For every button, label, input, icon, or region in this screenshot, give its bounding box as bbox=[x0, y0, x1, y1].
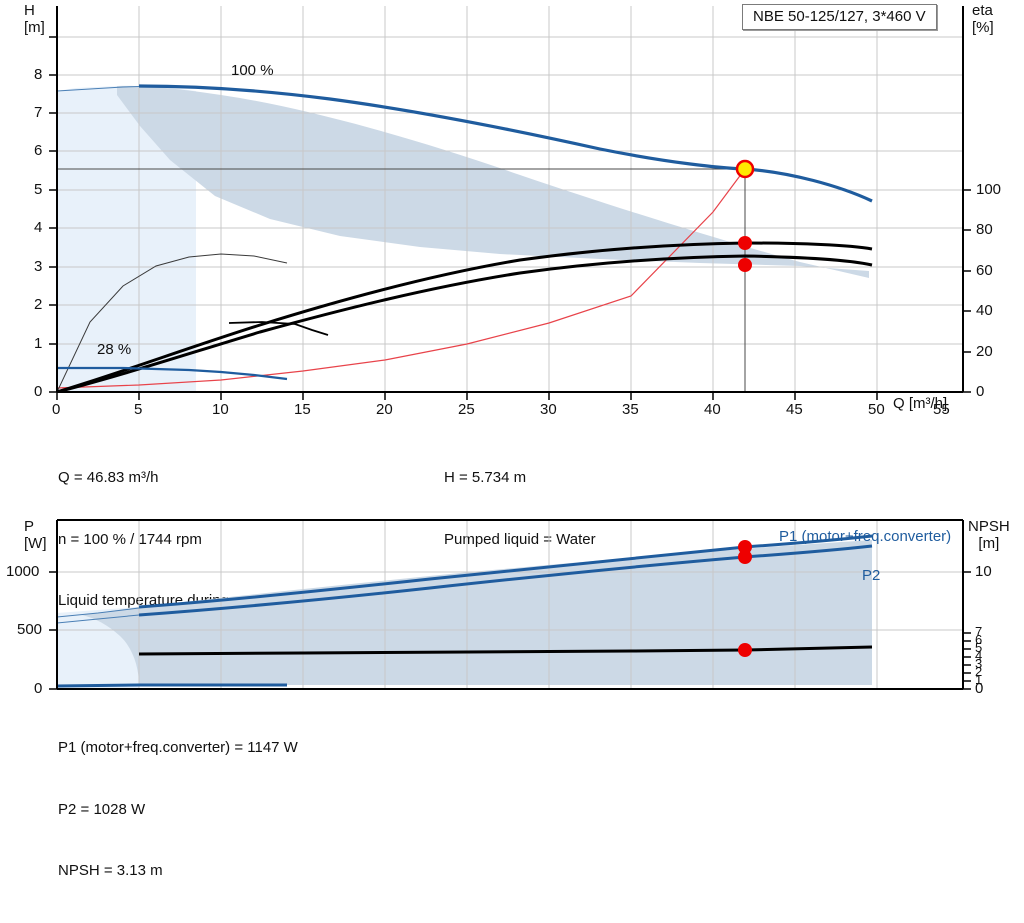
bottom-envelopes bbox=[57, 540, 872, 689]
eta-total-marker[interactable] bbox=[738, 258, 752, 272]
bottom-chart-ticks bbox=[49, 571, 971, 690]
bottom-y2tick-4: 4 bbox=[975, 648, 983, 663]
top-ytick-8: 8 bbox=[34, 66, 43, 83]
top-xtick-35: 35 bbox=[622, 401, 639, 418]
top-y2tick-80: 80 bbox=[976, 221, 993, 238]
duty-point-marker[interactable] bbox=[735, 159, 755, 179]
bottom-y2tick-5: 5 bbox=[975, 640, 983, 655]
bottom-chart-svg bbox=[49, 519, 971, 690]
bottom-y2tick-7: 7 bbox=[975, 624, 983, 639]
p1-curve bbox=[138, 534, 873, 609]
top-chart-markers bbox=[735, 159, 755, 272]
p2-curve-label: P2 bbox=[862, 567, 881, 584]
duty-right-line-0: H = 5.734 m bbox=[444, 469, 527, 486]
duty-left-line-1: n = 100 % / 1744 rpm bbox=[58, 530, 202, 548]
bottom-chart-markers bbox=[738, 540, 752, 657]
pump-model-title: NBE 50-125/127, 3*460 V bbox=[742, 4, 937, 30]
top-ytick-1: 1 bbox=[34, 335, 43, 352]
top-chart-svg bbox=[49, 6, 971, 400]
bottom-ytick-1000: 1000 bbox=[6, 563, 40, 580]
npsh-curve bbox=[138, 645, 873, 656]
top-y2tick-20: 20 bbox=[976, 343, 993, 360]
top-xtick-0: 0 bbox=[52, 401, 61, 418]
control-curve-red bbox=[57, 168, 746, 389]
bottom-y2-axis-title: NPSH [m] bbox=[968, 518, 1010, 553]
npsh-duty-marker[interactable] bbox=[738, 643, 752, 657]
duty-left-line-0: Q = 46.83 m³/h bbox=[58, 469, 159, 486]
top-xtick-5: 5 bbox=[134, 401, 143, 418]
power-data-block: P1 (motor+freq.converter) = 1147 W P2 = … bbox=[58, 697, 298, 923]
top-x-axis-title: Q [m³/h] bbox=[893, 395, 948, 412]
top-y2tick-100: 100 bbox=[976, 181, 1002, 198]
top-ytick-3: 3 bbox=[34, 258, 43, 275]
eta-pump-curve bbox=[57, 241, 873, 392]
top-chart-ticks bbox=[49, 36, 971, 400]
bottom-y2tick-3: 3 bbox=[975, 656, 983, 671]
eta-total-curve bbox=[57, 254, 873, 392]
top-chart-axes bbox=[56, 6, 964, 393]
h-curve-28-percent bbox=[57, 366, 288, 381]
top-ytick-7: 7 bbox=[34, 104, 43, 121]
envelope-inner-bottom bbox=[82, 540, 872, 685]
bottom-chart-axes bbox=[56, 519, 964, 690]
top-ytick-4: 4 bbox=[34, 219, 43, 236]
top-xtick-55: 55 bbox=[933, 401, 950, 418]
power-line-2: NPSH = 3.13 m bbox=[58, 862, 163, 879]
p2-duty-marker[interactable] bbox=[738, 550, 752, 564]
bottom-chart-graphic bbox=[0, 518, 1024, 698]
top-y2-axis-title: eta [%] bbox=[972, 2, 994, 37]
bottom-ytick-0: 0 bbox=[34, 680, 43, 697]
top-y-axis-title: H [m] bbox=[24, 2, 45, 37]
top-chart-graphic bbox=[0, 0, 1024, 425]
top-y2tick-0: 0 bbox=[976, 383, 985, 400]
curve-label-28-percent: 28 % bbox=[97, 341, 132, 358]
duty-right-line-1: Pumped liquid = Water bbox=[444, 530, 596, 548]
power-line-0: P1 (motor+freq.converter) = 1147 W bbox=[58, 739, 298, 756]
p1-curve-label: P1 (motor+freq.converter) bbox=[779, 528, 952, 545]
top-ytick-0: 0 bbox=[34, 383, 43, 400]
top-xtick-15: 15 bbox=[294, 401, 311, 418]
top-envelopes bbox=[57, 85, 869, 392]
bottom-y2tick-6: 6 bbox=[975, 632, 983, 647]
h-curve-100-percent bbox=[138, 84, 873, 203]
top-xtick-10: 10 bbox=[212, 401, 229, 418]
top-xtick-40: 40 bbox=[704, 401, 721, 418]
bottom-y2tick-1: 1 bbox=[975, 672, 983, 687]
eta-thin-curve bbox=[57, 253, 288, 392]
bottom-y2tick-0: 0 bbox=[975, 680, 984, 697]
top-ytick-2: 2 bbox=[34, 296, 43, 313]
top-ytick-5: 5 bbox=[34, 181, 43, 198]
power-line-1: P2 = 1028 W bbox=[58, 800, 146, 818]
bottom-y2tick-2: 2 bbox=[975, 664, 983, 679]
p2-envelope-lowflow bbox=[57, 614, 140, 624]
bottom-y-axis-title: P [W] bbox=[24, 518, 47, 553]
top-y2tick-60: 60 bbox=[976, 262, 993, 279]
p-curve-28-percent bbox=[57, 683, 287, 688]
top-ytick-6: 6 bbox=[34, 142, 43, 159]
duty-guide-lines-top bbox=[57, 168, 746, 392]
top-xtick-45: 45 bbox=[786, 401, 803, 418]
p1-envelope-lowflow bbox=[57, 607, 140, 618]
top-xtick-20: 20 bbox=[376, 401, 393, 418]
top-xtick-30: 30 bbox=[540, 401, 557, 418]
envelope-inner-top bbox=[117, 85, 869, 278]
p2-curve bbox=[138, 544, 873, 617]
pump-curve-page: H [m] eta [%] 0 1 2 3 4 5 6 7 8 0 20 40 … bbox=[0, 0, 1024, 879]
bottom-y2tick-10: 10 bbox=[975, 563, 992, 580]
curve-label-100-percent: 100 % bbox=[231, 62, 274, 79]
p1-duty-marker[interactable] bbox=[738, 540, 752, 554]
top-xtick-50: 50 bbox=[868, 401, 885, 418]
bottom-ytick-500: 500 bbox=[17, 621, 43, 638]
envelope-outer-top bbox=[57, 86, 196, 392]
top-xtick-25: 25 bbox=[458, 401, 475, 418]
eta-pump-marker[interactable] bbox=[738, 236, 752, 250]
top-y2tick-40: 40 bbox=[976, 302, 993, 319]
top-chart-grid bbox=[57, 6, 963, 392]
